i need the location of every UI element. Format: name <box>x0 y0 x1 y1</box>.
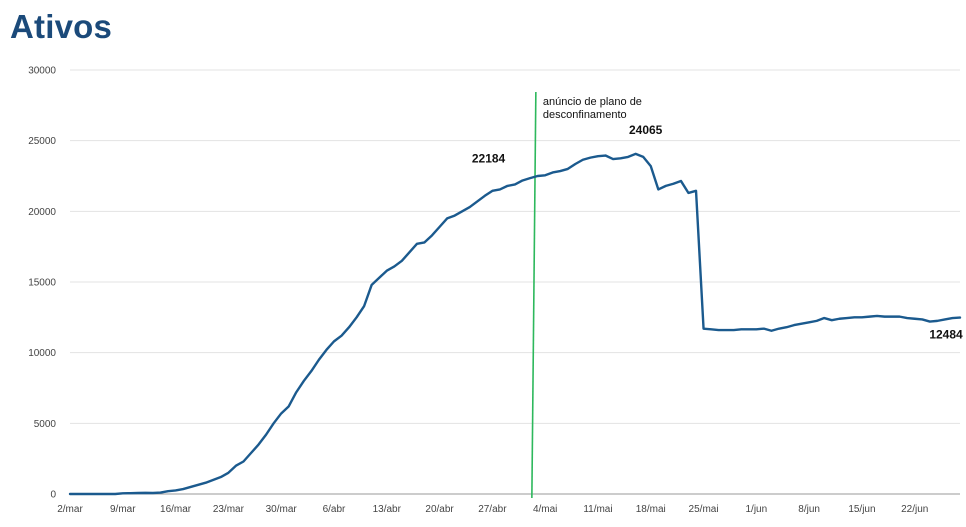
annotation-text: anúncio de plano de <box>543 96 642 108</box>
plot-area <box>68 91 962 499</box>
x-tick-label: 30/mar <box>266 504 298 515</box>
y-tick-label: 0 <box>50 490 56 501</box>
data-label: 22184 <box>472 151 506 165</box>
x-tick-label: 6/abr <box>323 504 346 515</box>
x-tick-label: 15/jun <box>848 504 875 515</box>
x-tick-label: 9/mar <box>110 504 136 515</box>
x-tick-label: 27/abr <box>478 504 507 515</box>
x-tick-label: 22/jun <box>901 504 928 515</box>
series-line <box>68 152 962 496</box>
x-tick-label: 13/abr <box>373 504 402 515</box>
y-tick-label: 25000 <box>28 136 56 147</box>
x-tick-label: 25/mai <box>689 504 719 515</box>
x-tick-label: 4/mai <box>533 504 557 515</box>
x-tick-label: 20/abr <box>425 504 454 515</box>
data-label: 12484 <box>929 328 963 342</box>
x-axis: 2/mar 9/mar 16/mar 23/mar 30/mar 6/abr 13/abr 2… <box>57 504 928 515</box>
y-tick-label: 10000 <box>28 348 56 359</box>
chart-title: Ativos <box>10 8 113 45</box>
x-tick-label: 11/mai <box>583 504 612 515</box>
x-tick-label: 2/mar <box>57 504 83 515</box>
y-tick-label: 15000 <box>28 278 56 289</box>
y-tick-label: 30000 <box>28 66 56 77</box>
annotation-line <box>531 91 537 499</box>
y-tick-label: 20000 <box>28 207 56 218</box>
x-tick-label: 23/mar <box>213 504 245 515</box>
x-tick-label: 18/mai <box>636 504 666 515</box>
data-label: 24065 <box>629 123 663 137</box>
x-tick-label: 8/jun <box>798 504 820 515</box>
data-labels: 22184 24065 12484 <box>472 123 963 342</box>
annotation-text: desconfinamento <box>543 109 627 121</box>
y-tick-label: 5000 <box>34 419 57 430</box>
x-tick-label: 16/mar <box>160 504 192 515</box>
y-axis: 0 5000 10000 15000 20000 25000 30000 <box>28 66 56 501</box>
gridlines <box>70 69 960 495</box>
x-tick-label: 1/jun <box>746 504 768 515</box>
